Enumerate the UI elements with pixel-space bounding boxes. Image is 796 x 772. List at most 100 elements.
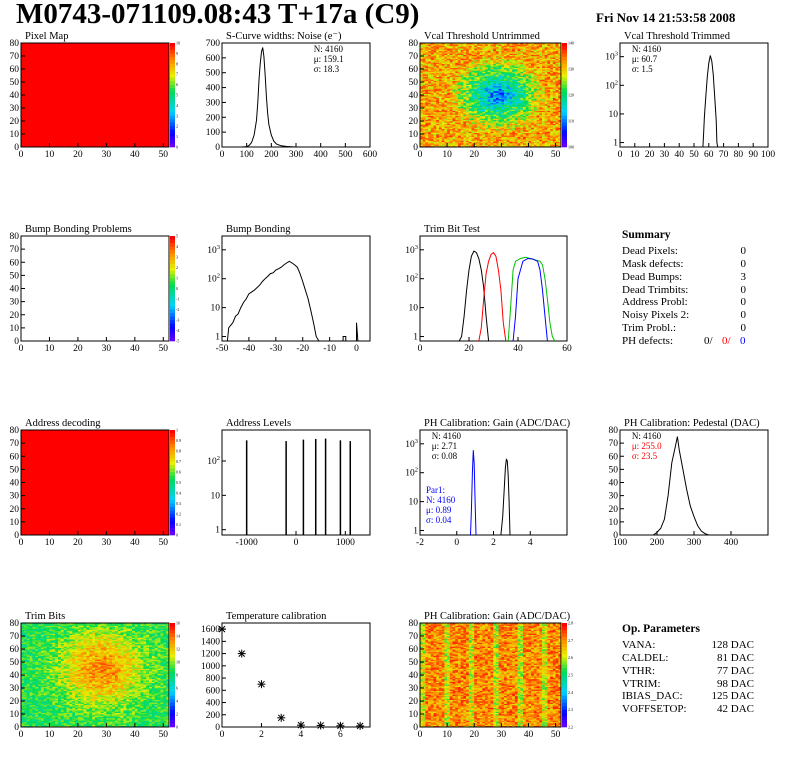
heatmap-cell [498,111,502,114]
heatmap-cell [460,95,464,97]
heatmap-cell [449,83,453,85]
heatmap-cell [479,113,483,115]
heatmap-cell [512,78,516,80]
heatmap-cell [460,115,464,118]
heatmap-cell [433,58,437,61]
heatmap-cell [436,135,440,137]
heatmap-cell [466,134,470,136]
heatmap-cell [501,62,505,65]
heatmap-cell [485,61,489,63]
heatmap-cell [466,59,470,62]
heatmap-cell [444,124,448,127]
heatmap-cell [447,115,451,118]
heatmap-cell [447,130,451,132]
heatmap-cell [487,143,491,145]
heatmap-cell [512,106,516,109]
heatmap-cell [428,98,432,101]
heatmap-cell [457,104,461,106]
heatmap-cell [506,43,510,45]
heatmap-cell [444,57,448,59]
heatmap-cell [422,57,426,59]
heatmap-cell [514,118,518,120]
heatmap-cell [441,106,445,109]
heatmap-cell [479,127,483,130]
heatmap-cell [425,130,429,132]
heatmap-cell [425,67,429,70]
heatmap-cell [420,114,424,117]
heatmap-cell [460,53,464,55]
heatmap-cell [490,45,494,48]
heatmap-cell [479,89,483,92]
heatmap-cell [463,85,467,88]
heatmap-cell [509,46,513,49]
x-tick-label: 20 [73,344,83,354]
heatmap-cell [506,96,510,98]
colorbar-step [562,129,567,134]
heatmap-cell [466,114,470,117]
heatmap-cell [425,113,429,115]
heatmap-cell [487,127,491,130]
heatmap-cell [479,82,483,84]
heatmap-cell [466,54,470,57]
heatmap-cell [504,102,508,105]
heatmap-cell [447,132,451,135]
y-tick-label: 0 [14,337,19,347]
heatmap-cell [452,57,456,59]
heatmap-cell [476,95,480,97]
colorbar-step [170,253,175,258]
heatmap-cell [441,121,445,123]
heatmap-cell [520,46,524,49]
heatmap-cell [438,66,442,68]
heatmap-cell [487,115,491,118]
heatmap-cell [460,117,464,119]
heatmap-cell [512,61,516,63]
heatmap-cell [501,88,505,91]
heatmap-cell [444,113,448,115]
heatmap-cell [444,123,448,126]
heatmap-cell [520,114,524,117]
heatmap-cell [498,131,502,133]
x-tick-label: 90 [748,150,758,160]
colorbar-step [170,433,175,438]
heatmap-cell [460,143,464,145]
heatmap-cell [512,101,516,104]
data-series [470,450,477,536]
heatmap-cell [504,63,508,66]
heatmap-cell [514,137,518,140]
heatmap-cell [482,100,486,102]
heatmap-cell [498,70,502,72]
heatmap-cell [506,108,510,110]
stats-line: μ: 60.7 [632,54,658,64]
heatmap-cell [509,97,513,100]
heatmap-cell [506,131,510,133]
colorbar-label: 1 [176,134,178,139]
heatmap-cell [490,118,494,120]
heatmap-cell [487,45,491,48]
heatmap-cell [436,119,440,122]
heatmap-cell [474,56,478,58]
heatmap-cell [441,93,445,96]
heatmap-cell [444,109,448,111]
heatmap-cell [482,106,486,109]
heatmap-cell [506,126,510,128]
heatmap-cell [471,61,475,63]
heatmap-cell [425,76,429,79]
heatmap-cell [460,70,464,72]
colorbar-step [170,500,175,504]
heatmap-cell [441,59,445,62]
heatmap-cell [476,98,480,101]
heatmap-cell [447,58,451,61]
colorbar-step [170,243,175,247]
heatmap-cell [517,61,521,63]
heatmap-cell [466,82,470,84]
heatmap-cell [441,110,445,113]
heatmap-cell [485,108,489,110]
heatmap-cell [466,100,470,102]
heatmap-cell [479,136,483,139]
heatmap-cell [506,79,510,81]
heatmap-cell [433,78,437,80]
colorbar-step [170,278,175,282]
heatmap-cell [436,50,440,53]
heatmap-cell [495,83,499,85]
heatmap-cell [487,44,491,46]
